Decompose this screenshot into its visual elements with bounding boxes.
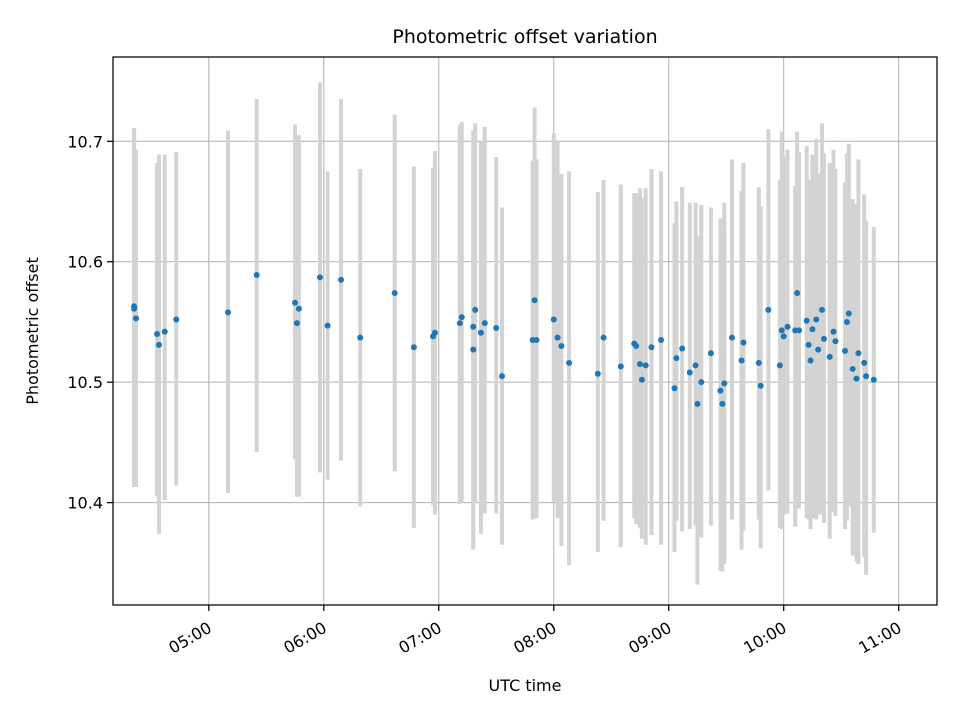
data-point [458,314,465,321]
data-point [554,334,561,341]
data-point [679,345,686,352]
data-points [131,271,877,407]
data-point [807,357,814,364]
data-point [755,359,762,366]
data-point [796,327,803,334]
data-point [870,376,877,383]
data-point [794,290,801,297]
data-point [499,373,506,380]
data-point [224,309,231,316]
data-point [845,310,852,317]
data-point [161,328,168,335]
data-point [533,337,540,344]
data-point [481,320,488,327]
data-point [830,328,837,335]
data-point [740,339,747,346]
data-point [638,376,645,383]
data-point [692,362,699,369]
data-point [293,320,300,327]
data-point [717,387,724,394]
data-point [132,315,139,322]
data-point [861,359,868,366]
data-point [658,337,665,344]
data-point [803,317,810,324]
data-point [686,369,693,376]
data-point [131,305,138,312]
data-point [431,329,438,336]
y-tick-label: 10.4 [67,494,103,513]
data-point [633,343,640,350]
data-point [292,299,299,306]
data-point [410,344,417,351]
data-point [738,357,745,364]
data-point [784,323,791,330]
data-point [778,327,785,334]
data-point [600,334,607,341]
data-point [863,373,870,380]
data-point [815,346,822,353]
plot-area-frame [112,56,938,606]
data-point [780,333,787,340]
data-point [728,334,735,341]
data-point [776,362,783,369]
data-point [757,382,764,389]
data-point [849,365,856,372]
data-point [819,306,826,313]
data-point [338,276,345,283]
x-axis-title: UTC time [489,676,562,695]
data-point [843,318,850,325]
data-point [472,306,479,313]
data-point [673,355,680,362]
data-point [477,329,484,336]
data-point [832,338,839,345]
data-point [707,350,714,357]
data-point [636,361,643,368]
y-tick-label: 10.5 [67,373,103,392]
data-point [820,335,827,342]
data-point [826,353,833,360]
data-point [316,274,323,281]
data-point [694,400,701,407]
data-point [853,375,860,382]
data-point [470,346,477,353]
data-point [719,400,726,407]
y-tick-label: 10.6 [67,253,103,272]
data-point [805,341,812,348]
data-point [391,290,398,297]
data-point [154,331,161,338]
data-point [155,341,162,348]
data-point [813,316,820,323]
data-point [493,324,500,331]
data-point [470,323,477,330]
data-point [173,316,180,323]
data-point [842,347,849,354]
data-point [558,343,565,350]
data-point [531,297,538,304]
data-point [642,362,649,369]
data-point [698,379,705,386]
data-point [566,359,573,366]
data-point [671,385,678,392]
y-axis-title: Photometric offset [23,257,42,405]
data-point [809,326,816,333]
data-point [456,320,463,327]
data-point [357,334,364,341]
data-point [295,305,302,312]
data-point [648,344,655,351]
data-point [324,322,331,329]
data-point [721,380,728,387]
data-point [550,316,557,323]
data-point [594,370,601,377]
y-tick-label: 10.7 [67,132,103,151]
data-point [765,306,772,313]
data-point [855,350,862,357]
chart-title: Photometric offset variation [392,26,657,48]
data-point [617,363,624,370]
data-point [253,271,260,278]
